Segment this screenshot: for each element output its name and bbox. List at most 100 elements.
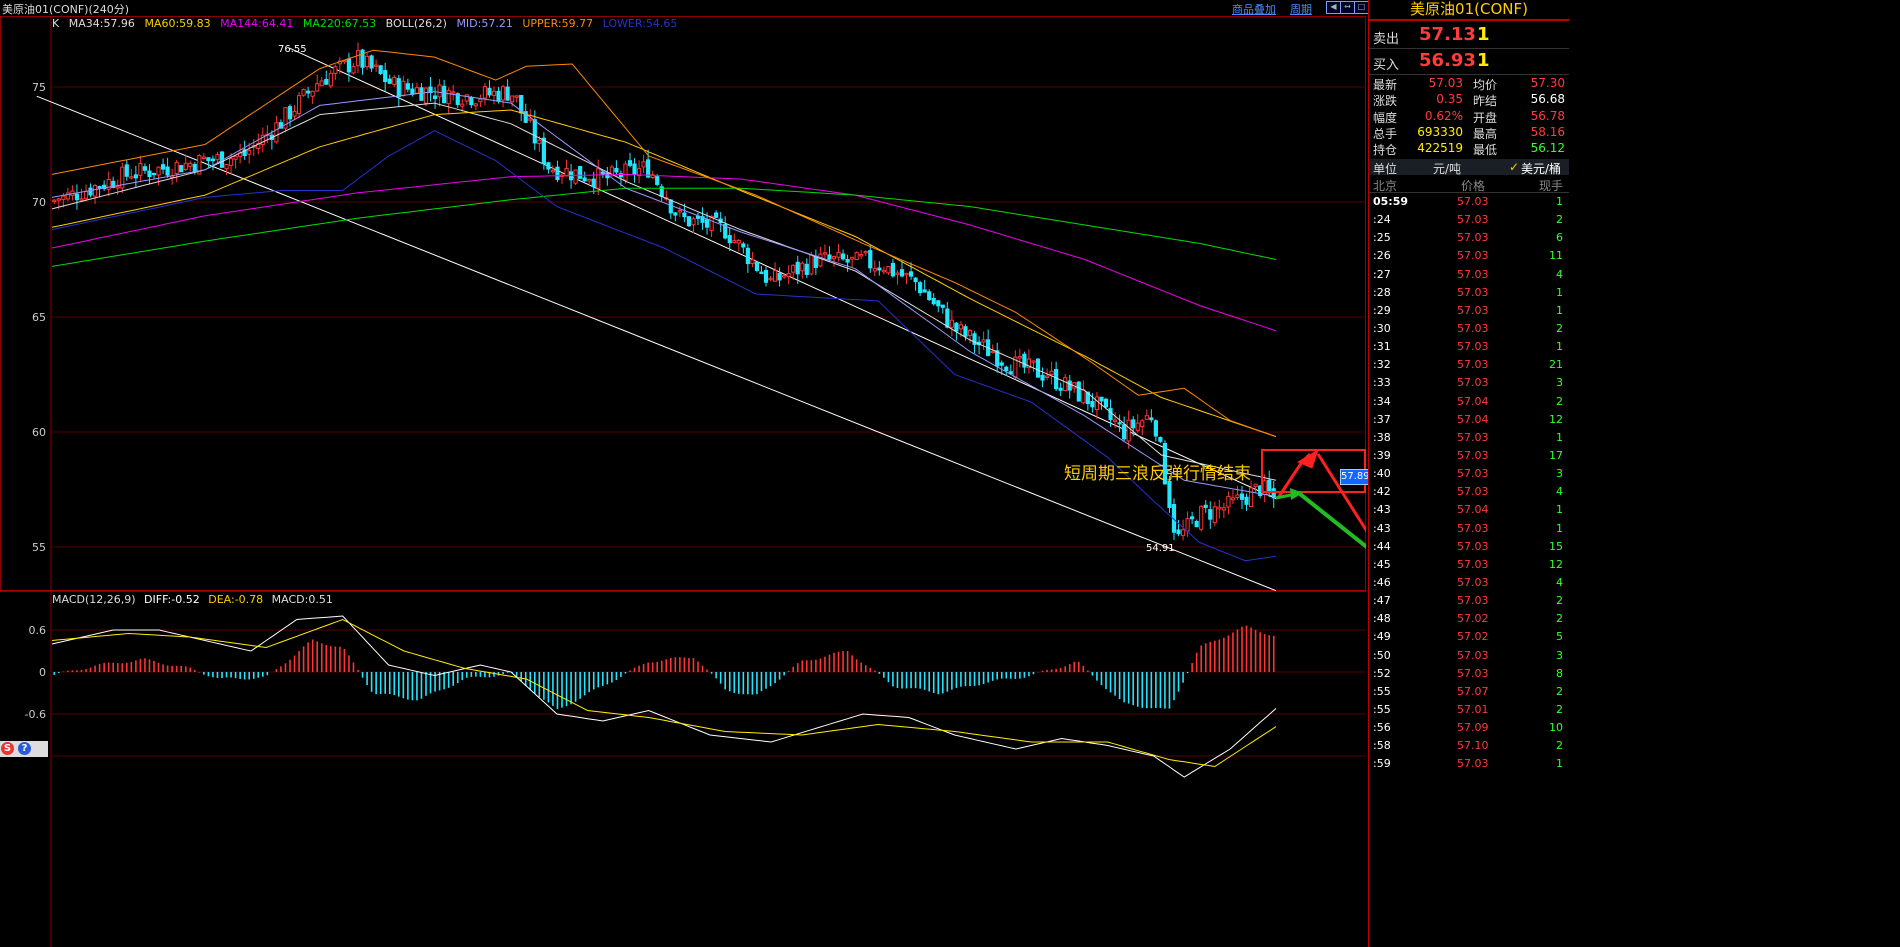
tick-price: 57.03: [1457, 358, 1489, 372]
candle-body: [278, 122, 284, 129]
candle-body: [1085, 391, 1090, 405]
candle-body: [183, 162, 188, 170]
candle-body: [1099, 396, 1104, 402]
candle-body: [881, 269, 886, 273]
candle-body: [1208, 509, 1213, 520]
candle-body: [369, 55, 374, 69]
legend-ma220: MA220:67.53: [302, 17, 377, 30]
candle-body: [886, 266, 891, 274]
candle-body: [451, 91, 456, 94]
candle-body: [1167, 481, 1172, 509]
tick-price: 57.03: [1457, 757, 1489, 771]
candle-body: [967, 329, 973, 337]
tick-volume: 1: [1556, 303, 1563, 317]
candle-body: [473, 103, 478, 107]
tick-time: :24: [1373, 213, 1391, 227]
candle-body: [228, 158, 234, 166]
candle-body: [927, 291, 932, 301]
tick-price: 57.03: [1457, 467, 1489, 481]
sogou-s-icon[interactable]: S: [1, 742, 14, 755]
candle-body: [872, 267, 877, 272]
tick-price: 57.03: [1457, 485, 1489, 499]
candle-body: [1081, 389, 1086, 404]
candle-body: [949, 319, 954, 328]
candle-body: [133, 174, 138, 179]
candle-body: [813, 255, 818, 269]
candle-body: [922, 289, 927, 293]
prev-window-icon[interactable]: ◀: [1326, 1, 1341, 14]
legend-ma144: MA144:64.41: [220, 17, 294, 30]
candle-body: [405, 83, 410, 90]
tick-row: :47 57.03 2: [1369, 592, 1569, 610]
candle-body: [423, 87, 429, 104]
candle-body: [1267, 479, 1272, 493]
tick-price: 57.03: [1457, 521, 1489, 535]
tick-volume: 4: [1556, 575, 1563, 589]
tick-time: :49: [1373, 630, 1391, 644]
tick-time: :45: [1373, 557, 1391, 571]
tick-row: :46 57.03 4: [1369, 574, 1569, 592]
candle-body: [546, 162, 551, 170]
candle-body: [840, 253, 846, 260]
candle-body: [1144, 415, 1149, 420]
unit-option-usd-barrel[interactable]: 美元/桶: [1521, 162, 1562, 176]
col-price: 价格: [1461, 179, 1486, 193]
sell-quote[interactable]: 卖出 57.13 1: [1369, 22, 1569, 49]
title-bar: 美原油01(CONF)(240分) 商品叠加 周期 ◀ ↔ □: [0, 0, 1369, 17]
restore-window-icon[interactable]: ↔: [1340, 1, 1355, 14]
tick-time: :55: [1373, 684, 1391, 698]
candle-body: [818, 253, 823, 267]
tick-row: :38 57.03 1: [1369, 429, 1569, 447]
overlay-link[interactable]: 商品叠加: [1232, 3, 1276, 16]
tick-time: 05:59: [1373, 195, 1409, 208]
candle-body: [636, 168, 642, 177]
tick-row: :39 57.03 17: [1369, 447, 1569, 465]
candle-body: [904, 272, 909, 276]
tick-row: :30 57.03 2: [1369, 320, 1569, 338]
candle-body: [65, 192, 70, 200]
candle-body: [908, 271, 914, 277]
tick-price: 57.02: [1457, 630, 1489, 644]
tick-time: :25: [1373, 231, 1391, 245]
candle-body: [578, 166, 583, 179]
tick-volume: 1: [1556, 430, 1563, 444]
candle-body: [1067, 380, 1072, 391]
stat-label: 幅度: [1373, 110, 1398, 125]
macd-y-tick-label: 0.6: [29, 624, 47, 637]
tick-price: 57.03: [1457, 213, 1489, 227]
tick-price: 57.10: [1457, 739, 1489, 753]
period-link[interactable]: 周期: [1290, 3, 1312, 16]
kline-chart-canvas[interactable]: 75 70 65 60 55 0.6 0 -0.6: [0, 16, 1366, 947]
candle-body: [138, 162, 143, 176]
window-title: 美原油01(CONF)(240分): [2, 3, 130, 16]
help-icon[interactable]: ?: [18, 742, 31, 755]
tick-list[interactable]: 05:59 57.03 1:24 57.03 2:25 57.03 6:26 57.03 11:…: [1369, 193, 1569, 774]
candle-body: [92, 184, 98, 197]
buy-quote[interactable]: 买入 56.93 1: [1369, 48, 1569, 75]
stat-label: 最新: [1373, 78, 1398, 92]
candle-body: [836, 251, 841, 258]
candle-body: [772, 270, 778, 282]
tick-row: :34 57.04 2: [1369, 393, 1569, 411]
candle-body: [188, 162, 193, 167]
candle-body: [124, 164, 129, 177]
tick-row: :59 57.03 1: [1369, 755, 1569, 773]
y-tick-label: 60: [32, 426, 46, 439]
candle-body: [745, 247, 750, 265]
candle-body: [1131, 419, 1136, 429]
mid-line: [51, 91, 1277, 497]
candle-body: [895, 272, 900, 275]
tick-volume: 1: [1556, 285, 1563, 299]
tick-row: :50 57.03 3: [1369, 647, 1569, 665]
candle-body: [410, 88, 415, 95]
candle-body: [1049, 370, 1054, 375]
candle-body: [52, 199, 57, 203]
candle-body: [1180, 529, 1186, 537]
tick-time: :48: [1373, 612, 1391, 626]
red-down-arrow: [1316, 453, 1366, 533]
candle-body: [192, 163, 197, 172]
maximize-window-icon[interactable]: □: [1354, 1, 1369, 14]
candle-body: [691, 218, 696, 226]
candle-body: [500, 86, 506, 101]
candle-body: [514, 95, 519, 98]
